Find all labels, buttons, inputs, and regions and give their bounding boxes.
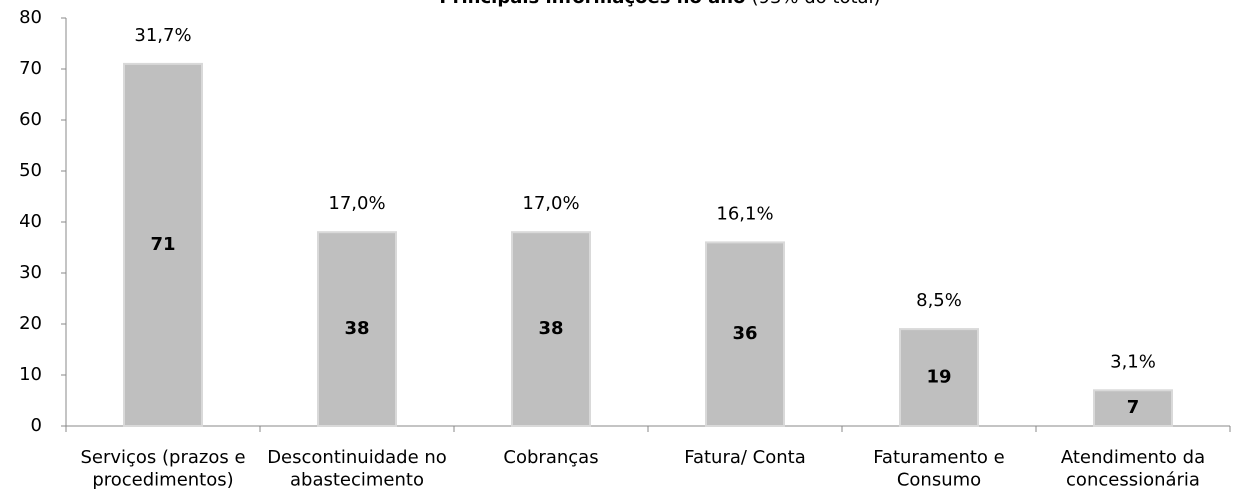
bar [1093,389,1173,427]
bar [317,231,397,427]
x-tick-label: Faturamento e Consumo [873,447,1005,491]
y-tick-label: 0 [31,415,42,436]
x-tick-label: Cobranças [503,447,598,468]
y-tick-label: 60 [19,109,42,130]
bar [899,328,979,428]
x-tick-label: Serviços (prazos e procedimentos) [80,447,245,491]
share-label: 16,1% [716,203,773,224]
share-label: 8,5% [916,290,962,311]
y-tick-label: 70 [19,58,42,79]
share-label: 3,1% [1110,351,1156,372]
y-tick-label: 80 [19,7,42,28]
value-label: 38 [344,318,369,339]
y-tick-label: 20 [19,313,42,334]
x-tick-label: Fatura/ Conta [684,447,806,468]
chart-title: Principais informações no ano [439,0,745,8]
x-tick-label: Atendimento da concessionária [1061,447,1205,491]
value-label: 7 [1127,397,1140,418]
y-tick-label: 50 [19,160,42,181]
share-label: 17,0% [522,193,579,214]
bar [123,62,203,428]
y-tick-label: 10 [19,364,42,385]
value-label: 36 [732,323,757,344]
value-label: 71 [150,234,175,255]
x-tick-label: Descontinuidade no abastecimento [267,447,447,491]
y-tick-label: 40 [19,211,42,232]
chart-subtitle: (93% do total) [751,0,880,8]
bar [511,231,591,427]
value-label: 38 [538,318,563,339]
chart-title-group: Principais informações no ano (93% do tot… [439,0,880,8]
y-tick-label: 30 [19,262,42,283]
share-label: 17,0% [328,193,385,214]
share-label: 31,7% [134,25,191,46]
bar [705,241,785,427]
value-label: 19 [926,367,951,388]
